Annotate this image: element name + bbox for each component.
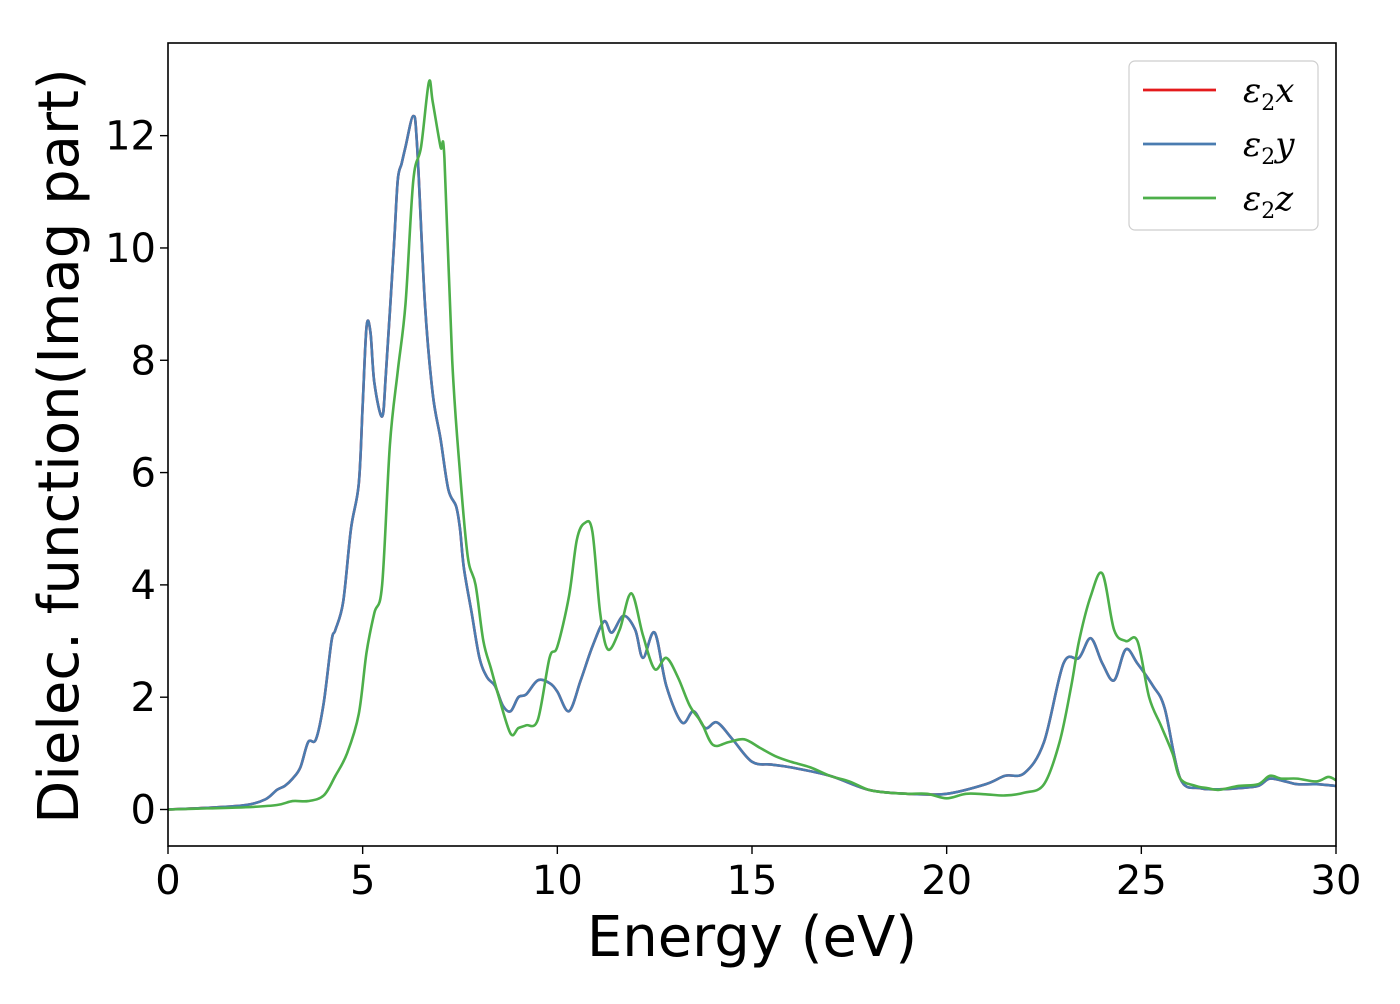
y-tick-label: 2 — [131, 675, 156, 721]
legend-label-subscript: 2 — [1261, 199, 1275, 224]
legend-label-y: ε2y — [1243, 125, 1295, 170]
x-tick-label: 5 — [350, 858, 375, 904]
legend-label-base: ε — [1243, 125, 1261, 165]
y-axis: 0 2 4 6 8 10 12 — [105, 114, 168, 834]
legend-label-suffix: z — [1274, 179, 1294, 219]
x-axis-title: Energy (eV) — [587, 905, 917, 970]
series-line-y — [168, 114, 1336, 811]
y-tick-label: 8 — [131, 338, 156, 384]
x-axis: 0 5 10 15 20 25 30 — [155, 846, 1361, 904]
legend-label-subscript: 2 — [1261, 91, 1275, 116]
legend-box — [1128, 60, 1319, 231]
x-tick-label: 30 — [1311, 858, 1362, 904]
x-tick-label: 0 — [155, 858, 180, 904]
y-tick-label: 10 — [105, 226, 156, 272]
x-tick-label: 10 — [532, 858, 583, 904]
legend-label-z: ε2z — [1243, 179, 1294, 224]
x-tick-label: 25 — [1116, 858, 1167, 904]
y-tick-label: 4 — [131, 563, 156, 609]
series-line-z — [168, 79, 1336, 811]
x-tick-label: 20 — [921, 858, 972, 904]
legend-label-suffix: x — [1275, 71, 1294, 111]
series-layer — [168, 79, 1336, 811]
y-tick-label: 12 — [105, 114, 156, 160]
legend-label-x: ε2x — [1243, 71, 1294, 116]
legend-label-base: ε — [1243, 71, 1261, 111]
y-tick-label: 6 — [131, 451, 156, 497]
legend-label-suffix: y — [1273, 125, 1295, 165]
x-tick-label: 15 — [727, 858, 778, 904]
y-tick-label: 0 — [131, 788, 156, 834]
legend-label-subscript: 2 — [1261, 145, 1275, 170]
legend-label-base: ε — [1243, 179, 1261, 219]
y-axis-title: Dielec. function(Imag part) — [27, 68, 92, 824]
